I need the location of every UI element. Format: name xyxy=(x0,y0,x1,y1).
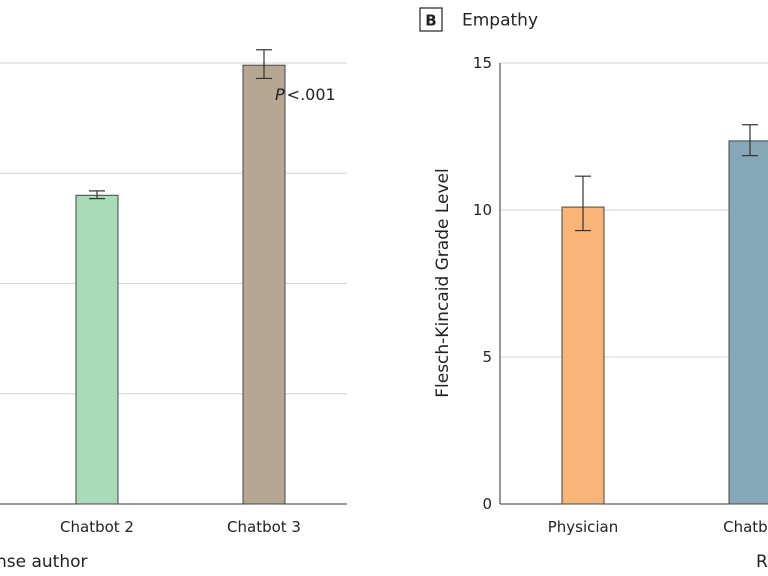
bar xyxy=(728,140,768,505)
panel-b-y-axis-title: Flesch-Kincaid Grade Level xyxy=(433,168,453,398)
panel-b-letter-box xyxy=(419,7,443,32)
category-label: Physician xyxy=(548,518,619,536)
bar xyxy=(242,64,286,505)
category-label: Chatbo xyxy=(723,518,768,536)
panel-b-y-tick-labels: 0 5 10 15 xyxy=(473,54,492,513)
y-tick-label: 5 xyxy=(482,348,492,366)
panel-a-x-axis-title: nse author xyxy=(0,552,88,572)
panel-a-p-value: P <.001 xyxy=(275,85,336,104)
panel-a-category-labels: Chatbot 2 Chatbot 3 xyxy=(60,518,301,536)
panel-b: B Empathy Flesch-Kincaid Grade Level 0 5 1… xyxy=(419,7,768,572)
panel-b-bars xyxy=(561,124,768,505)
error-bar xyxy=(742,124,758,157)
category-label: Chatbot 2 xyxy=(60,518,134,536)
y-tick-label: 15 xyxy=(473,54,492,72)
category-label: Chatbot 3 xyxy=(227,518,301,536)
error-bar xyxy=(256,49,272,80)
panel-b-title: Empathy xyxy=(462,11,538,31)
panel-b-letter: B xyxy=(425,12,436,30)
panel-b-x-axis-title: R xyxy=(756,552,768,572)
bar xyxy=(75,194,119,505)
bar xyxy=(561,206,605,505)
y-tick-label: 10 xyxy=(473,201,492,219)
panel-a-gridlines xyxy=(0,62,347,395)
y-tick-label: 0 xyxy=(482,495,492,513)
error-bar xyxy=(89,190,105,200)
panel-a-bars xyxy=(75,49,286,505)
panel-b-category-labels: Physician Chatbo xyxy=(548,518,768,536)
panel-b-gridlines xyxy=(500,62,768,358)
panel-a: Chatbot 2 Chatbot 3 P <.001 nse author xyxy=(0,49,347,572)
error-bar xyxy=(575,175,591,232)
